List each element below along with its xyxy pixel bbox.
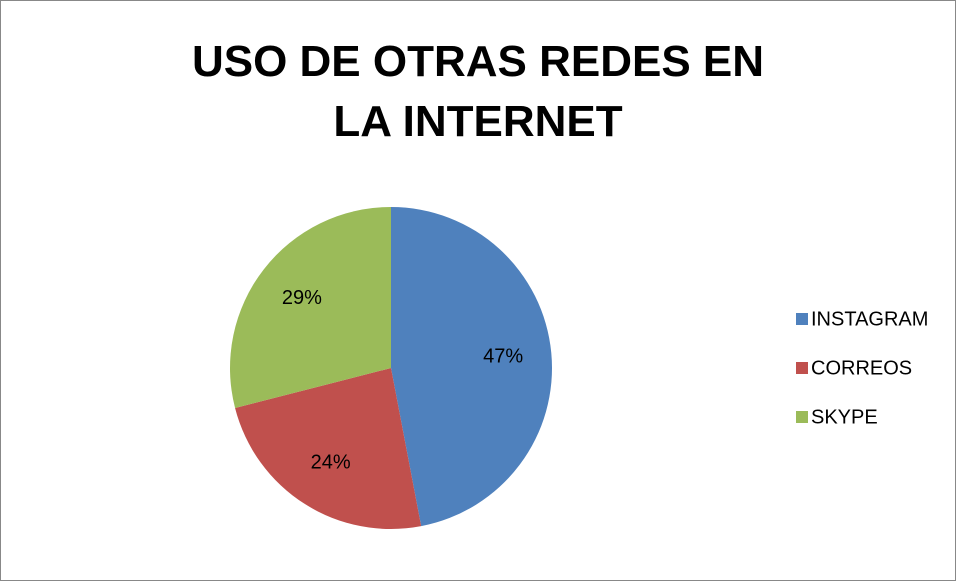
pie-slice [230,207,391,409]
pie-slice [235,368,422,529]
chart-title: USO DE OTRAS REDES EN LA INTERNET [191,37,765,146]
data-label: 29% [282,287,322,309]
legend-swatch [796,411,808,423]
pie-slice [391,207,553,527]
legend-swatch [796,313,808,325]
legend-label: INSTAGRAM [811,308,928,330]
data-label: 47% [483,346,523,368]
data-label: 24% [311,451,351,473]
legend-label: SKYPE [811,406,878,428]
legend-label: CORREOS [811,357,912,379]
legend-swatch [796,362,808,374]
